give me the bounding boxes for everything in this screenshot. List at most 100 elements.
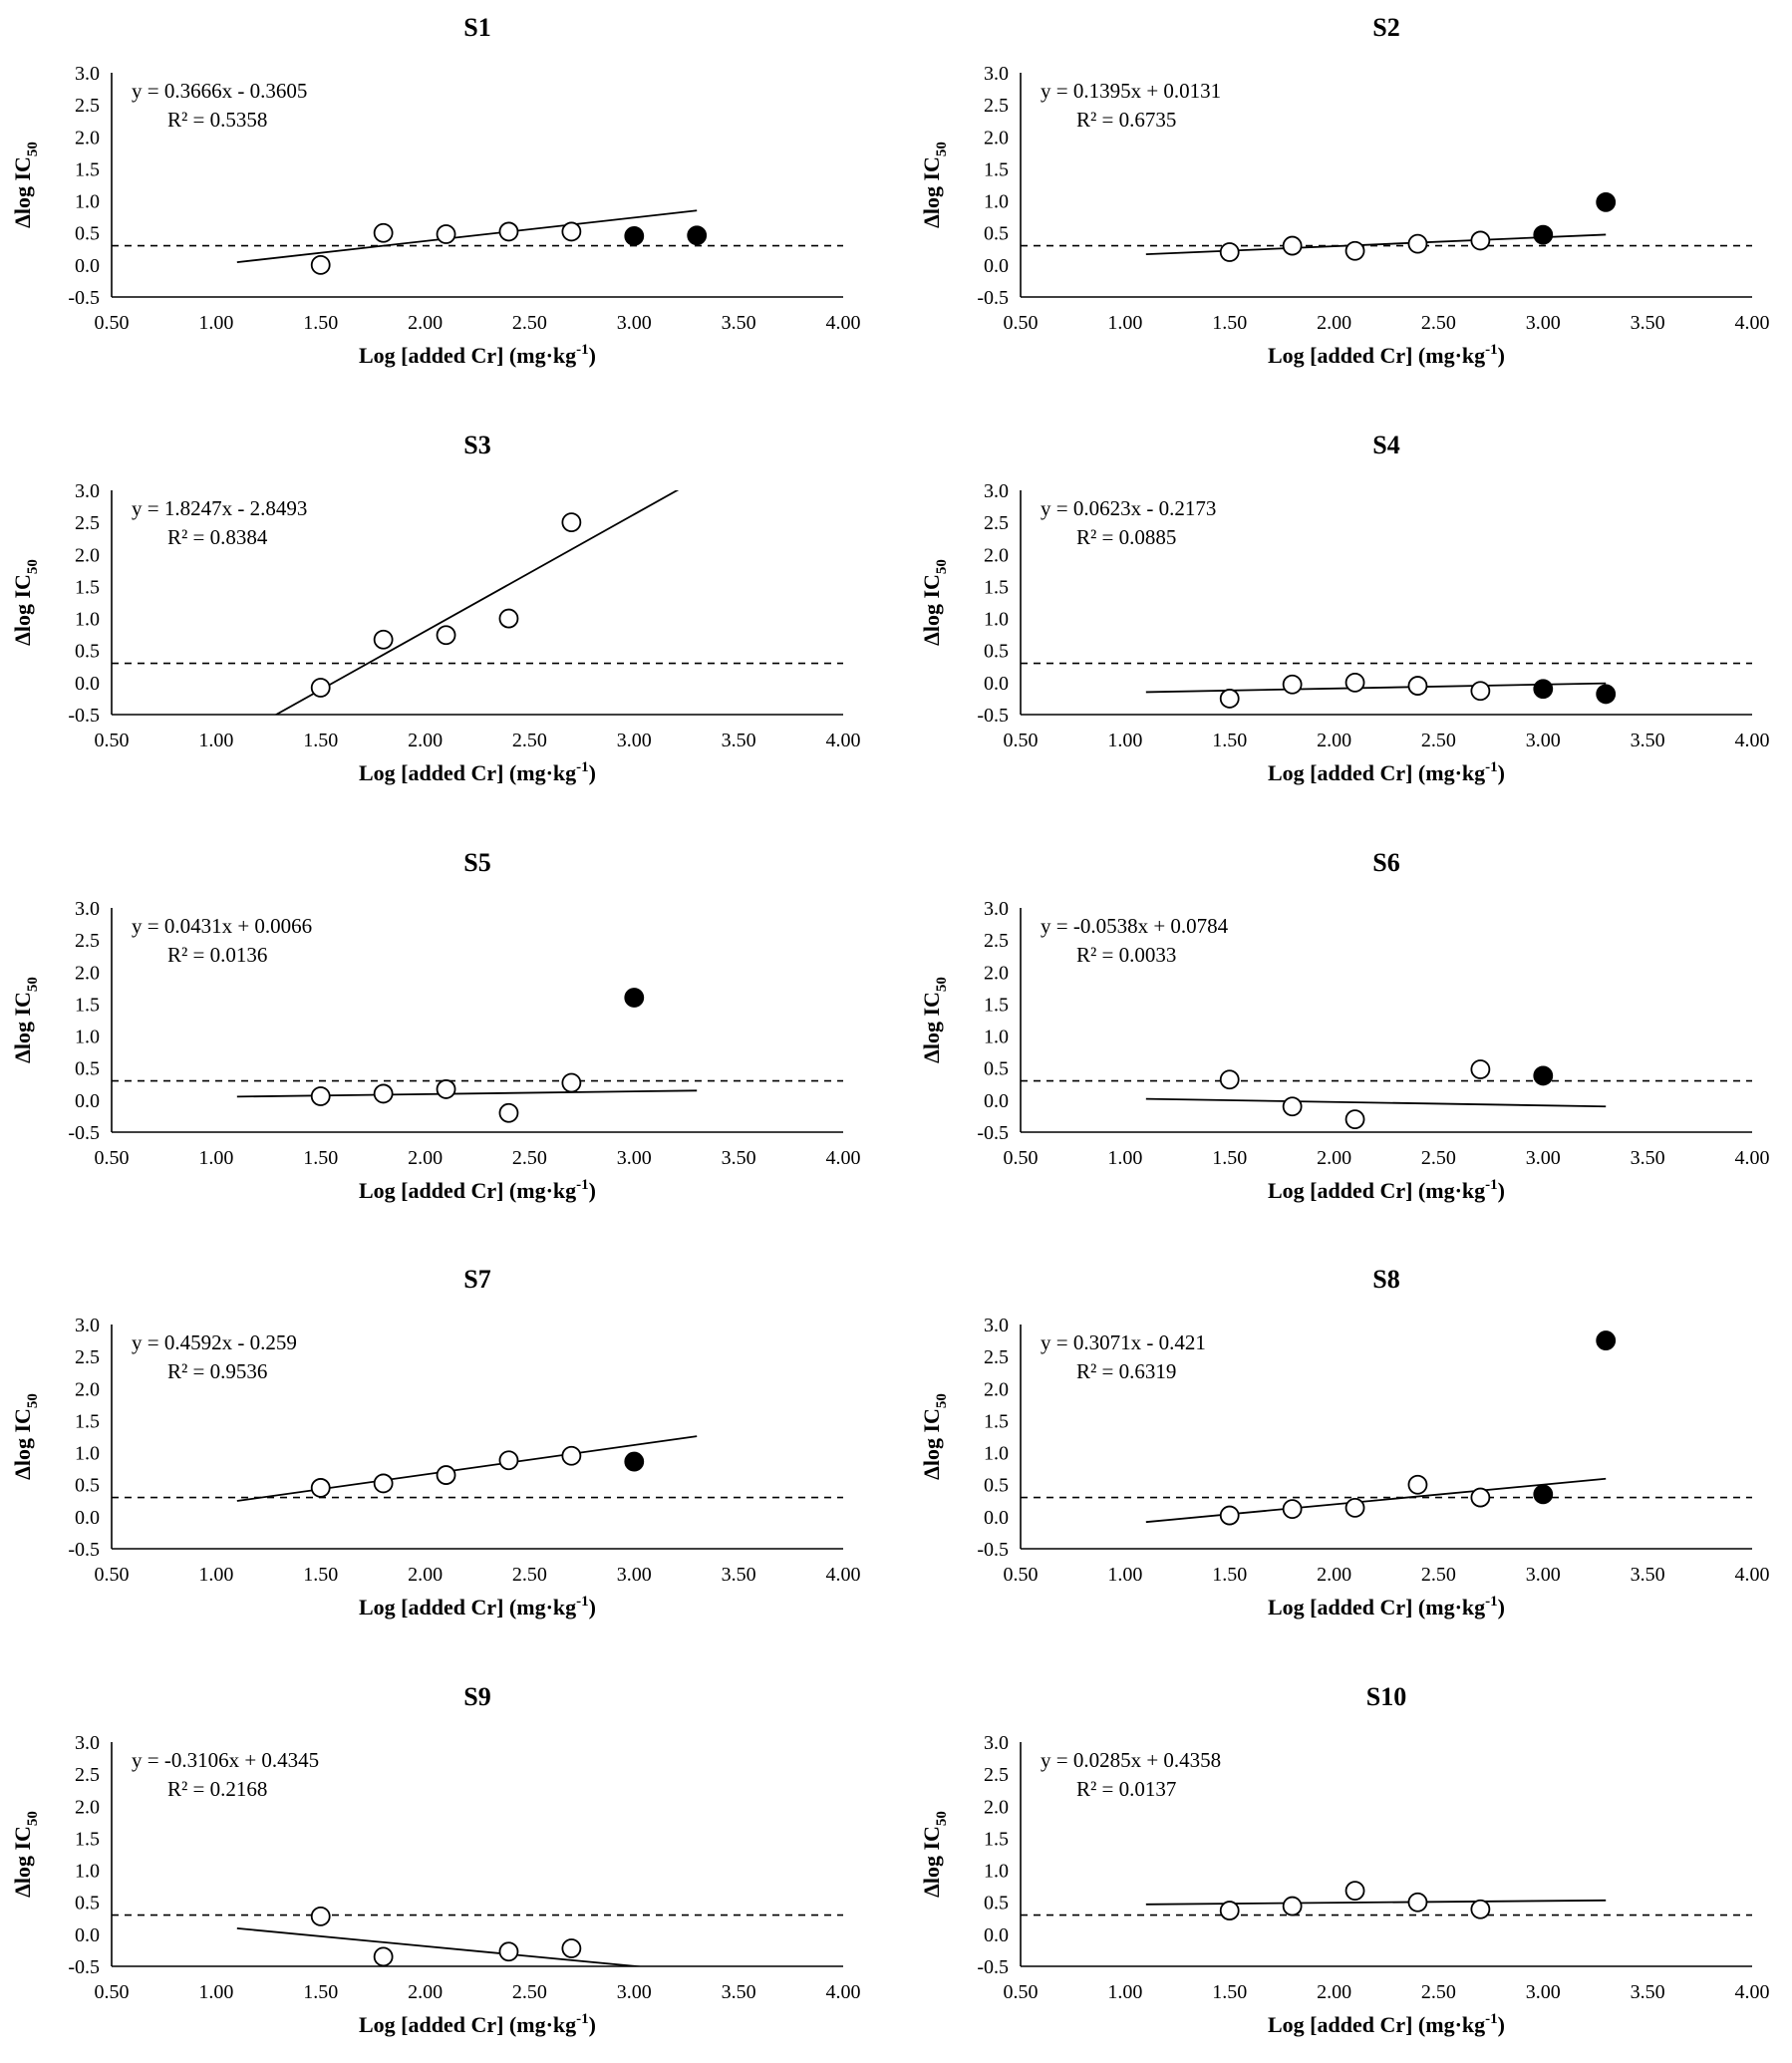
x-tick-label: 4.00 [1735,312,1770,334]
r-squared-label: R² = 0.6319 [1076,1359,1176,1383]
x-tick-label: 1.00 [1107,1147,1142,1169]
x-tick-label: 3.00 [617,1981,652,2003]
y-axis-label-main: Δlog IC [919,1826,944,1898]
y-tick-label: 2.5 [75,95,100,117]
y-axis-label-sub: 50 [934,142,950,156]
x-tick-label: 3.00 [617,730,652,751]
y-tick-label: 0.5 [75,223,100,245]
data-point-open [436,224,456,244]
x-tick-label: 4.00 [1735,1981,1770,2003]
data-point-open [1344,672,1365,693]
y-tick-label: 0.0 [75,673,100,695]
data-point-open [1470,1899,1491,1919]
x-axis-label: Log [added Cr] (mg·kg-1) [359,1594,596,1620]
x-tick-label: 2.00 [1317,1564,1351,1586]
data-point-filled [624,1451,645,1472]
y-tick-label: 1.5 [75,994,100,1016]
y-tick-label: 1.0 [984,609,1009,631]
x-tick-label: 4.00 [826,730,861,751]
data-point-open [1407,676,1428,696]
y-tick-label: 2.0 [984,544,1009,566]
y-axis-label-main: Δlog IC [919,574,944,646]
x-tick-label: 1.00 [198,312,233,334]
x-axis-label: Log [added Cr] (mg·kg-1) [1268,1177,1505,1203]
data-point-open [373,222,394,243]
y-tick-label: 0.0 [984,673,1009,695]
r-squared-label: R² = 0.8384 [167,525,268,549]
y-axis-label: Δlog IC50 [10,559,41,646]
y-axis-label: Δlog IC50 [10,1393,41,1480]
y-axis-label: Δlog IC50 [919,1393,950,1480]
y-axis-label-main: Δlog IC [10,156,35,228]
x-tick-label: 1.00 [198,1147,233,1169]
trendline [236,1926,646,1966]
chart-panel-s7: S7 -0.5 0.0 0.5 1.0 1.5 2.0 2.5 3.0 0.50 1.00 1.50 2… [10,1265,861,1620]
y-tick-label: -0.5 [977,287,1009,309]
r-squared-label: R² = 0.2168 [167,1777,267,1801]
data-point-filled [624,226,645,246]
y-tick-label: 3.0 [984,63,1009,85]
y-tick-label: 3.0 [75,63,100,85]
data-point-open [498,1450,519,1471]
x-axis-label-end: ) [1498,760,1505,785]
x-axis-label-sup: -1 [576,1177,589,1193]
y-tick-label: -0.5 [68,1956,100,1978]
x-tick-label: 2.50 [1421,1981,1456,2003]
chart-panel-s8: S8 -0.5 0.0 0.5 1.0 1.5 2.0 2.5 3.0 0.50 1.00 1.50 2… [919,1265,1770,1620]
x-tick-label: 4.00 [826,1981,861,2003]
x-tick-label: 0.50 [95,1564,130,1586]
r-squared-label: R² = 0.0136 [167,943,267,967]
y-tick-label: 0.5 [75,1475,100,1497]
data-point-open [1282,1896,1303,1916]
data-point-open [373,629,394,650]
y-tick-label: 1.5 [984,1410,1009,1432]
x-axis-label-main: Log [added Cr] (mg·kg [359,760,576,785]
x-axis-label-main: Log [added Cr] (mg·kg [1268,760,1485,785]
y-tick-label: 0.5 [75,1893,100,1915]
r-squared-label: R² = 0.0885 [1076,525,1176,549]
data-point-filled [1596,684,1617,705]
x-tick-label: 2.50 [512,1564,547,1586]
x-axis-label-end: ) [589,760,596,785]
x-axis-label: Log [added Cr] (mg·kg-1) [359,2011,596,2037]
x-axis-label-main: Log [added Cr] (mg·kg [1268,1595,1485,1620]
x-tick-label: 1.50 [303,730,338,751]
y-tick-label: 2.5 [75,1764,100,1786]
y-tick-label: 1.5 [984,576,1009,598]
x-axis-label-main: Log [added Cr] (mg·kg [1268,2012,1485,2037]
data-point-open [561,1072,582,1093]
x-axis-label-end: ) [589,1178,596,1203]
y-axis-label: Δlog IC50 [10,142,41,228]
chart-panel-s10: S10 -0.5 0.0 0.5 1.0 1.5 2.0 2.5 3.0 0.50 1.00 1.50… [919,1682,1770,2037]
y-axis-label-main: Δlog IC [10,992,35,1063]
x-axis-label-end: ) [1498,1178,1505,1203]
x-tick-label: 1.00 [198,1981,233,2003]
y-axis-label-main: Δlog IC [919,156,944,228]
x-tick-label: 1.50 [1212,312,1247,334]
regression-equation: y = 0.0431x + 0.0066 [132,914,312,938]
x-tick-label: 3.50 [722,1981,756,2003]
x-tick-label: 1.50 [303,1564,338,1586]
x-axis-label: Log [added Cr] (mg·kg-1) [1268,759,1505,785]
x-axis-label-sup: -1 [576,2011,589,2027]
data-point-open [1219,242,1240,262]
y-axis-label: Δlog IC50 [919,142,950,228]
data-point-open [1344,1881,1365,1902]
regression-equation: y = 0.0623x - 0.2173 [1041,496,1216,520]
data-point-open [1282,1499,1303,1520]
x-tick-label: 2.00 [1317,730,1351,751]
x-tick-label: 0.50 [1004,1564,1039,1586]
x-axis-label: Log [added Cr] (mg·kg-1) [359,759,596,785]
x-tick-label: 4.00 [1735,1564,1770,1586]
x-tick-label: 1.00 [1107,1981,1142,2003]
x-axis-label-main: Log [added Cr] (mg·kg [359,1178,576,1203]
y-tick-label: 0.0 [75,1507,100,1529]
x-tick-label: 1.00 [198,1564,233,1586]
data-point-open [498,608,519,629]
data-point-open [561,1445,582,1466]
y-tick-label: 0.5 [984,1058,1009,1080]
y-axis-label-sub: 50 [934,977,950,992]
chart-panel-s5: S5 -0.5 0.0 0.5 1.0 1.5 2.0 2.5 3.0 0.50 1.00 1.50 2… [10,848,861,1203]
data-point-open [1470,230,1491,251]
x-axis-label-sup: -1 [1485,342,1498,358]
